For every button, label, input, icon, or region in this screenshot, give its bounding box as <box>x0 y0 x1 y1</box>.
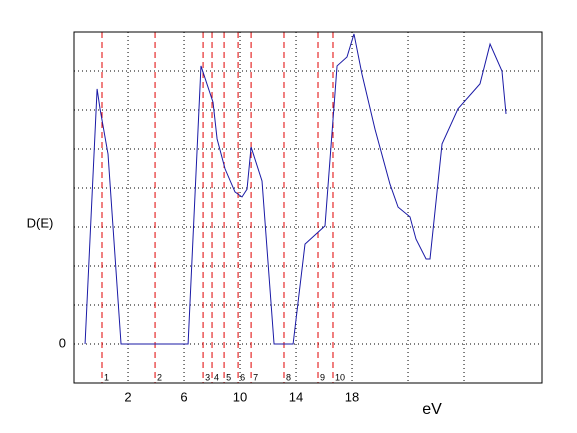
marker-label: 4 <box>214 372 219 382</box>
marker-label: 7 <box>253 372 258 382</box>
marker-label: 2 <box>157 372 162 382</box>
x-tick-label: 6 <box>180 389 187 404</box>
x-tick-label: 10 <box>233 389 247 404</box>
data-line <box>84 33 507 345</box>
y-axis-label: D(E) <box>27 215 54 230</box>
x-tick-label: 18 <box>345 389 359 404</box>
marker-label: 5 <box>226 372 231 382</box>
marker-label: 1 <box>104 372 109 382</box>
x-tick-label: 14 <box>289 389 303 404</box>
marker-label: 3 <box>205 372 210 382</box>
x-axis-label: eV <box>422 401 442 418</box>
y-tick-label: 0 <box>59 335 66 350</box>
marker-label: 6 <box>240 372 245 382</box>
marker-label: 8 <box>286 372 291 382</box>
marker-label: 10 <box>335 372 345 382</box>
plot-frame <box>73 31 543 384</box>
x-tick-label: 2 <box>124 389 131 404</box>
marker-label: 9 <box>320 372 325 382</box>
